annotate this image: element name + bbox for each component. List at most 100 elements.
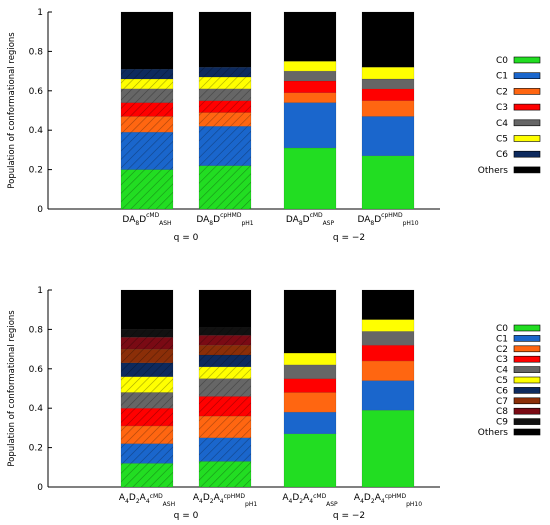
legend-swatch-c3 bbox=[513, 103, 541, 111]
bar-hatch bbox=[121, 425, 173, 444]
bar-hatch bbox=[199, 77, 251, 89]
legend-label: C9 bbox=[496, 418, 508, 428]
y-tick-label: 0.4 bbox=[29, 404, 44, 414]
bar-hatch bbox=[199, 461, 251, 487]
bar-segment-c0 bbox=[283, 147, 337, 210]
bar-hatch bbox=[121, 349, 173, 363]
bar-hatch bbox=[121, 376, 173, 393]
legend-swatch-others bbox=[513, 428, 541, 436]
bar-segment-c5 bbox=[283, 61, 337, 72]
legend-label: C7 bbox=[496, 397, 508, 407]
legend-label: Others bbox=[478, 428, 509, 438]
bar-hatch bbox=[121, 102, 173, 117]
bar-hatch bbox=[199, 88, 251, 101]
legend-label: C1 bbox=[496, 334, 508, 344]
bar-segment-c3 bbox=[283, 378, 337, 393]
group-label: q = 0 bbox=[174, 233, 199, 243]
bar-hatch bbox=[121, 337, 173, 350]
bottom-panel: Population of conformational regions 0 0.2… bbox=[7, 286, 541, 521]
bar-segment-others bbox=[198, 11, 252, 68]
bar-hatch bbox=[121, 169, 173, 209]
legend-swatch-c1 bbox=[513, 72, 541, 79]
bar-hatch bbox=[121, 329, 173, 338]
legend-label: C0 bbox=[496, 324, 508, 334]
bar-segment-c3 bbox=[361, 88, 415, 101]
bar-hatch bbox=[121, 362, 173, 377]
legend-swatch-c8 bbox=[513, 407, 541, 415]
legend-label: C4 bbox=[496, 119, 508, 129]
bar-segment-c2 bbox=[283, 392, 337, 413]
bar-hatch bbox=[121, 463, 173, 487]
legend-swatch-c5 bbox=[513, 135, 541, 142]
legend-label: C3 bbox=[496, 355, 508, 365]
bar-segment-others bbox=[283, 289, 337, 354]
x-tick-label: DA8DcpHMDpH1 bbox=[196, 212, 253, 227]
bar-segment-c4 bbox=[361, 331, 415, 346]
legend-swatch-c7 bbox=[513, 397, 541, 405]
bar-segment-others bbox=[120, 11, 174, 70]
y-axis-label: Population of conformational regions bbox=[7, 310, 17, 467]
x-tick-label: A4D2A4cMDASP bbox=[282, 493, 338, 508]
legend-swatch-c4 bbox=[513, 366, 541, 373]
bar-hatch bbox=[121, 88, 173, 103]
legend-swatch-c2 bbox=[513, 345, 541, 353]
bar-segment-c0 bbox=[283, 433, 337, 488]
bar-hatch bbox=[199, 67, 251, 78]
bar-segment-others bbox=[198, 289, 252, 328]
bar-segment-c4 bbox=[283, 70, 337, 82]
legend-swatch-others bbox=[513, 166, 541, 174]
x-tick-label: A4D2A4cpHMDpH10 bbox=[354, 493, 422, 508]
y-tick-label: 0.6 bbox=[29, 87, 44, 97]
legend-swatch-c9 bbox=[513, 418, 541, 425]
legend-label: C5 bbox=[496, 376, 508, 386]
bar-segment-c3 bbox=[283, 80, 337, 93]
bar-segment-c0 bbox=[361, 409, 415, 488]
legend-swatch-c5 bbox=[513, 376, 541, 384]
bar-segment-c1 bbox=[361, 116, 415, 157]
x-tick-label: A4D2A4cpHMDpH1 bbox=[193, 493, 258, 508]
legend-swatch-c0 bbox=[513, 56, 541, 64]
bar-hatch bbox=[121, 132, 173, 170]
y-tick-label: 1 bbox=[37, 286, 43, 296]
legend-label: C6 bbox=[496, 386, 508, 396]
bar-segment-c0 bbox=[361, 155, 415, 210]
legend-swatch-c0 bbox=[513, 324, 541, 332]
bar-segment-others bbox=[361, 289, 415, 320]
bar-hatch bbox=[199, 366, 251, 379]
group-label: q = 0 bbox=[174, 511, 199, 521]
bar-hatch bbox=[199, 378, 251, 397]
bar-hatch bbox=[121, 78, 173, 89]
legend-label: C8 bbox=[496, 407, 508, 417]
x-tick-label: DA8DcMDASP bbox=[286, 212, 335, 227]
bar-hatch bbox=[199, 396, 251, 417]
bar-segment-c2 bbox=[361, 100, 415, 117]
bar-segment-others bbox=[361, 11, 415, 68]
bar-hatch bbox=[199, 100, 251, 113]
x-tick-label: DA8DcpHMDpH10 bbox=[357, 212, 418, 227]
legend-swatch-c4 bbox=[513, 119, 541, 127]
bar-segment-others bbox=[283, 11, 337, 62]
bar-hatch bbox=[121, 408, 173, 426]
legend-label: C5 bbox=[496, 135, 508, 145]
group-label: q = −2 bbox=[333, 511, 365, 521]
bar-hatch bbox=[121, 69, 173, 79]
bar-segment-c5 bbox=[361, 319, 415, 332]
bar-hatch bbox=[199, 335, 251, 346]
bar-segment-others bbox=[120, 289, 174, 330]
legend-swatch-c1 bbox=[513, 335, 541, 342]
legend-label: C4 bbox=[496, 366, 508, 376]
legend-label: C2 bbox=[496, 87, 508, 97]
bar-hatch bbox=[121, 116, 173, 133]
y-tick-label: 0.2 bbox=[29, 444, 43, 454]
y-axis-label: Population of conformational regions bbox=[7, 32, 17, 189]
y-tick-label: 0.6 bbox=[29, 365, 44, 375]
bar-hatch bbox=[121, 443, 173, 464]
bar-hatch bbox=[199, 355, 251, 367]
y-tick-label: 0 bbox=[37, 483, 43, 493]
bar-hatch bbox=[199, 437, 251, 462]
bar-hatch bbox=[199, 416, 251, 438]
legend-label: Others bbox=[478, 166, 509, 176]
y-tick-label: 0.8 bbox=[29, 47, 44, 57]
